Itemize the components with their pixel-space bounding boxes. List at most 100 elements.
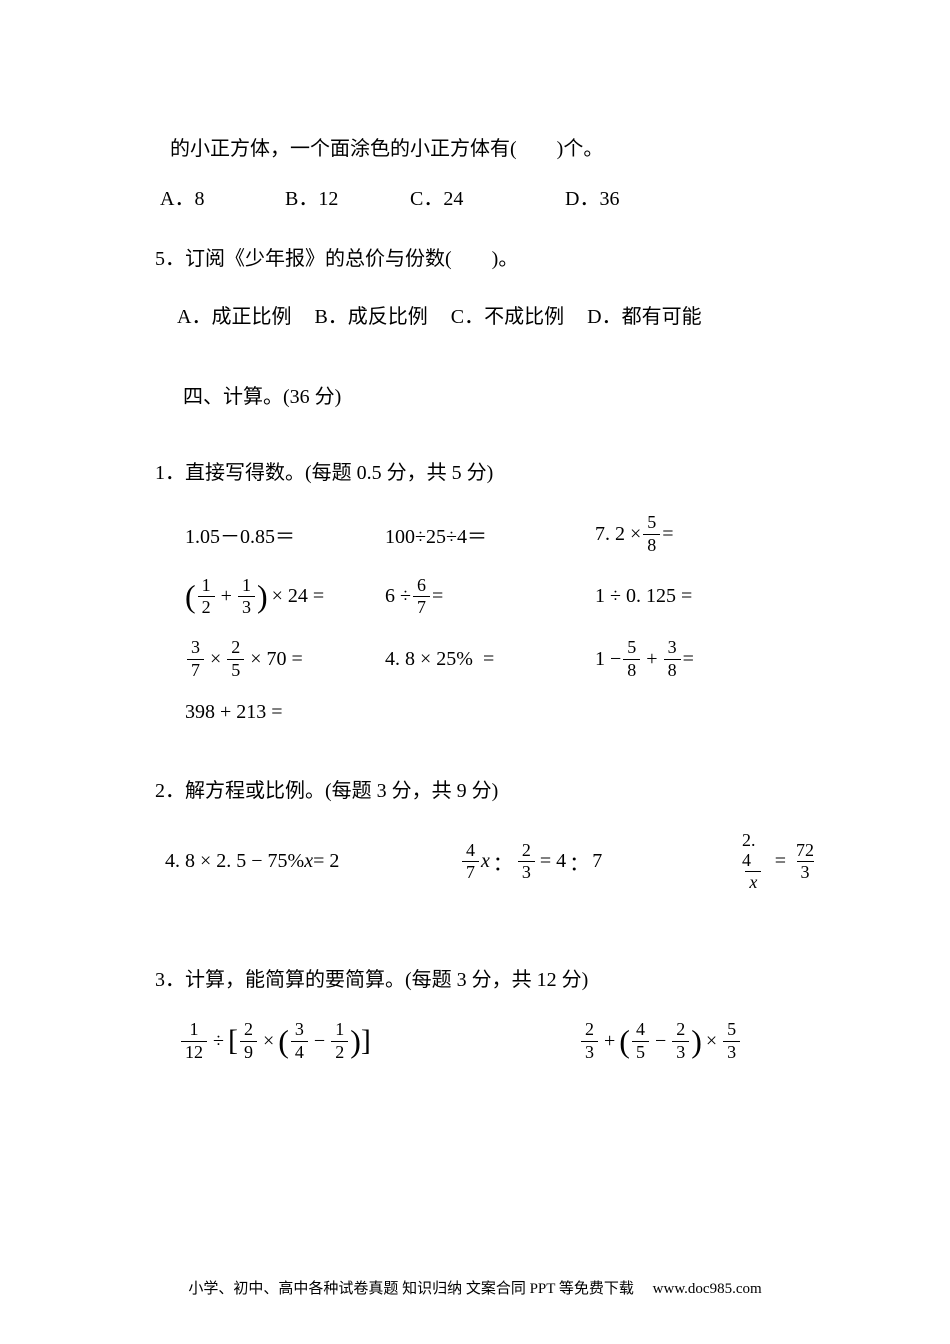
frac-1-2: 1 2 xyxy=(198,576,215,619)
expr-4-1: 398 + 213 = xyxy=(185,701,283,724)
frac-72-3: 72 3 xyxy=(792,841,818,884)
frac-den: 9 xyxy=(240,1041,257,1063)
expr-3-3-post: = xyxy=(683,648,694,671)
expr-1-3-pre: 7. 2 × xyxy=(595,523,641,546)
sub1-row3: 3 7 × 2 5 × 70 = 4. 8 × 25% = 1 − 5 8 + … xyxy=(185,638,820,681)
frac-24-x: 2. 4 x xyxy=(738,831,769,893)
expr-1-2: 100÷25÷4＝ xyxy=(385,520,595,549)
q4-options: A．8 B．12 C．24 D．36 xyxy=(155,180,820,218)
frac-den: 7 xyxy=(462,861,479,883)
frac-6-7: 6 7 xyxy=(413,576,430,619)
expr-2-2-post: = xyxy=(432,585,443,608)
frac-2-3: 2 3 xyxy=(518,841,535,884)
frac-num: 1 xyxy=(186,1020,203,1041)
frac-4-7: 4 7 xyxy=(462,841,479,884)
lparen: ( xyxy=(619,1023,630,1060)
frac-num: 5 xyxy=(723,1020,740,1041)
minus-op: − xyxy=(314,1030,325,1053)
sub3-expressions: 1 12 ÷ [ 2 9 × ( 3 4 − 1 2 ) ] 2 3 + ( 4 xyxy=(155,1020,820,1063)
frac-den: 5 xyxy=(632,1041,649,1063)
q4-option-c: C．24 xyxy=(410,180,560,218)
eq2-1: 4. 8 × 2. 5 − 75% x = 2 xyxy=(165,850,460,873)
times-op: × xyxy=(210,648,221,671)
q4-continuation-text: 的小正方体，一个面涂色的小正方体有( )个。 xyxy=(155,130,820,168)
frac-num: 2. 4 xyxy=(738,831,769,872)
section4-title: 四、计算。(36 分) xyxy=(155,378,820,416)
expr-2-1-post: × 24 = xyxy=(272,585,325,608)
q4-option-a: A．8 xyxy=(160,180,280,218)
sub1-row1: 1.05－0.85＝ 100÷25÷4＝ 7. 2 × 5 8 = xyxy=(185,513,820,556)
sub1-row2: ( 1 2 + 1 3 ) × 24 = 6 ÷ 6 7 = 1 ÷ 0. 12… xyxy=(185,576,820,619)
frac-2-3b: 2 3 xyxy=(581,1020,598,1063)
sub2-expressions: 4. 8 × 2. 5 − 75% x = 2 4 7 x ： 2 3 = 4 … xyxy=(155,831,820,893)
frac-num: 2 xyxy=(518,841,535,862)
frac-den: 8 xyxy=(643,534,660,556)
footer-text: 小学、初中、高中各种试卷真题 知识归纳 文案合同 PPT 等免费下载 www.d… xyxy=(0,1277,950,1298)
frac-2-9: 2 9 xyxy=(240,1020,257,1063)
frac-den: 7 xyxy=(413,596,430,618)
frac-num: 1 xyxy=(238,576,255,597)
frac-1-3: 1 3 xyxy=(238,576,255,619)
lparen: ( xyxy=(278,1023,289,1060)
colon-symbol: ： xyxy=(569,847,589,876)
q5-option-a: A．成正比例 xyxy=(177,298,291,336)
frac-num: 6 xyxy=(413,576,430,597)
eq-op: = xyxy=(775,850,786,873)
rbrack: ] xyxy=(361,1024,371,1058)
frac-num: 1 xyxy=(331,1020,348,1041)
q5-option-b: B．成反比例 xyxy=(314,298,427,336)
sub3-title: 3．计算，能简算的要简算。(每题 3 分，共 12 分) xyxy=(155,963,820,992)
expr-3-1: 3 7 × 2 5 × 70 = xyxy=(185,638,385,681)
frac-num: 72 xyxy=(792,841,818,862)
sub1-expressions: 1.05－0.85＝ 100÷25÷4＝ 7. 2 × 5 8 = ( 1 2 … xyxy=(155,513,820,724)
q4-option-b: B．12 xyxy=(285,180,405,218)
expr-3-3: 1 − 5 8 + 3 8 = xyxy=(595,638,694,681)
frac-5-8b: 5 8 xyxy=(623,638,640,681)
q4-option-d: D．36 xyxy=(565,180,619,218)
frac-1-12: 1 12 xyxy=(181,1020,207,1063)
frac-4-5: 4 5 xyxy=(632,1020,649,1063)
expr-1-1: 1.05－0.85＝ xyxy=(185,520,385,549)
frac-3-4: 3 4 xyxy=(291,1020,308,1063)
frac-den: 3 xyxy=(518,861,535,883)
frac-den: 8 xyxy=(623,659,640,681)
rparen: ) xyxy=(691,1023,702,1060)
expr-3-3-pre: 1 − xyxy=(595,648,621,671)
frac-den: 5 xyxy=(227,659,244,681)
frac-den: 2 xyxy=(198,596,215,618)
frac-5-8: 5 8 xyxy=(643,513,660,556)
var-x: x xyxy=(481,850,490,873)
expr-2-3: 1 ÷ 0. 125 = xyxy=(595,585,692,608)
frac-3-8: 3 8 xyxy=(664,638,681,681)
frac-den: 2 xyxy=(331,1041,348,1063)
frac-den: 3 xyxy=(581,1041,598,1063)
expr-1-3: 7. 2 × 5 8 = xyxy=(595,513,674,556)
frac-den: 3 xyxy=(672,1041,689,1063)
frac-num: 3 xyxy=(664,638,681,659)
expr-3-1-post: × 70 = xyxy=(250,648,303,671)
div-op: ÷ xyxy=(213,1030,224,1053)
rparen: ) xyxy=(350,1023,361,1060)
frac-num: 4 xyxy=(632,1020,649,1041)
frac-den: 3 xyxy=(723,1041,740,1063)
frac-num: 3 xyxy=(187,638,204,659)
frac-2-3c: 2 3 xyxy=(672,1020,689,1063)
times-op: × xyxy=(706,1030,717,1053)
expr-2-1: ( 1 2 + 1 3 ) × 24 = xyxy=(185,576,385,619)
plus-op: + xyxy=(604,1030,615,1053)
plus-op: + xyxy=(221,585,232,608)
frac-num: 4 xyxy=(462,841,479,862)
eq2-1-post: = 2 xyxy=(313,850,339,873)
q5-options: A．成正比例 B．成反比例 C．不成比例 D．都有可能 xyxy=(155,298,820,336)
expr-3-2: 4. 8 × 25% = xyxy=(385,648,595,671)
expr-1-3-post: = xyxy=(662,523,673,546)
sub1-row4: 398 + 213 = xyxy=(185,701,820,724)
eq2-3: 2. 4 x = 72 3 xyxy=(736,831,820,893)
expr-2-2-pre: 6 ÷ xyxy=(385,585,411,608)
minus-op: − xyxy=(655,1030,666,1053)
frac-2-5: 2 5 xyxy=(227,638,244,681)
eq2-2: 4 7 x ： 2 3 = 4 ： 7 xyxy=(460,841,736,884)
sub2-title: 2．解方程或比例。(每题 3 分，共 9 分) xyxy=(155,774,820,803)
frac-1-2b: 1 2 xyxy=(331,1020,348,1063)
frac-den: 3 xyxy=(797,861,814,883)
